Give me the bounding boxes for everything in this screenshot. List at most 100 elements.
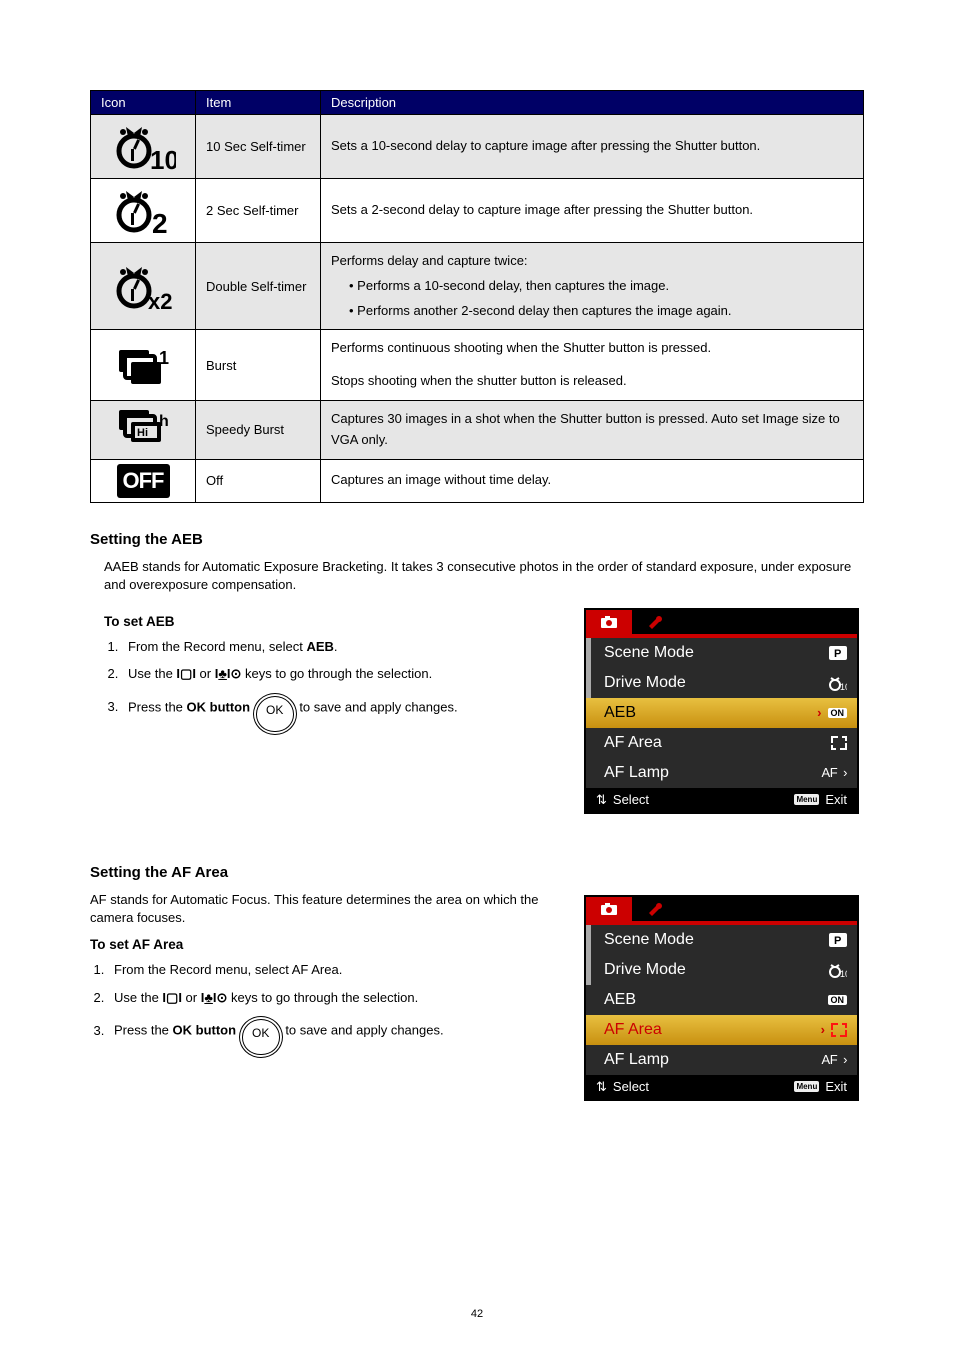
display-key-icon: I▢I — [176, 662, 196, 685]
step: Use the I▢I or I♣I⊙ keys to go through t… — [122, 662, 554, 685]
wrench-tab-icon — [632, 610, 678, 634]
menu-tabs — [586, 897, 857, 925]
col-desc: Description — [321, 91, 864, 115]
off-icon: OFF — [91, 459, 196, 502]
item-label: 2 Sec Self-timer — [196, 179, 321, 243]
af-lamp-icon: AF› — [822, 1052, 847, 1067]
menu-pill: Menu — [794, 1081, 819, 1092]
svg-text:10: 10 — [840, 682, 847, 691]
menu-tabs — [586, 610, 857, 638]
menu-row-drive: Drive Mode10 — [586, 955, 857, 985]
svg-text:x2: x2 — [148, 289, 172, 311]
menu-row-scene: Scene ModeP — [586, 925, 857, 955]
table-row: 1 Burst Performs continuous shooting whe… — [91, 330, 864, 401]
scrollbar-indicator — [586, 925, 591, 985]
desc-bullet: • Performs a 10-second delay, then captu… — [331, 276, 853, 297]
af-brackets-icon — [831, 1023, 847, 1037]
wrench-tab-icon — [632, 897, 678, 921]
menu-footer: ⇅Select MenuExit — [586, 788, 857, 812]
item-desc: Performs continuous shooting when the Sh… — [321, 330, 864, 401]
p-mode-icon: P — [829, 646, 847, 660]
menu-pill: Menu — [794, 794, 819, 805]
camera-tab-icon — [586, 897, 632, 921]
menu-footer: ⇅Select MenuExit — [586, 1075, 857, 1099]
chevron-right-icon: › — [817, 705, 821, 720]
item-label: Speedy Burst — [196, 400, 321, 459]
p-mode-icon: P — [829, 933, 847, 947]
updown-icon: ⇅ — [596, 1079, 607, 1095]
item-desc: Sets a 2-second delay to capture image a… — [321, 179, 864, 243]
menu-row-afarea-selected: AF Area› — [586, 1015, 857, 1045]
scrollbar-indicator — [586, 638, 591, 698]
afarea-intro: AF stands for Automatic Focus. This feat… — [90, 891, 554, 927]
col-item: Item — [196, 91, 321, 115]
menu-row-afarea: AF Area — [586, 728, 857, 758]
table-row: 2 2 Sec Self-timer Sets a 2-second delay… — [91, 179, 864, 243]
item-desc: Performs delay and capture twice: • Perf… — [321, 243, 864, 330]
table-row: x2 Double Self-timer Performs delay and … — [91, 243, 864, 330]
afarea-menu-screenshot: Scene ModeP Drive Mode10 AEBON AF Area› … — [584, 895, 859, 1101]
svg-text:1: 1 — [159, 348, 169, 368]
af-brackets-icon — [831, 736, 847, 750]
svg-text:10: 10 — [150, 145, 176, 171]
timer-10-icon: 10 — [91, 115, 196, 179]
timer-2-icon: 2 — [91, 179, 196, 243]
updown-icon: ⇅ — [596, 792, 607, 808]
aeb-intro: AAEB stands for Automatic Exposure Brack… — [104, 558, 864, 594]
chevron-right-icon: › — [821, 1022, 825, 1037]
macro-key-icon: I♣I⊙ — [201, 986, 228, 1009]
item-label: Burst — [196, 330, 321, 401]
timer-double-icon: x2 — [91, 243, 196, 330]
table-row: 10 10 Sec Self-timer Sets a 10-second de… — [91, 115, 864, 179]
aeb-steps: From the Record menu, select AEB. Use th… — [122, 635, 554, 726]
display-key-icon: I▢I — [162, 986, 182, 1009]
item-label: Double Self-timer — [196, 243, 321, 330]
drive-mode-table: Icon Item Description 10 10 Sec Self-tim… — [90, 90, 864, 503]
step: Press the OK button OK to save and apply… — [108, 1013, 554, 1049]
svg-text:10: 10 — [840, 969, 847, 978]
menu-row-aeb-selected: AEB› ON — [586, 698, 857, 728]
page-number: 42 — [0, 1308, 954, 1320]
af-lamp-icon: AF› — [822, 765, 847, 780]
aeb-menu-screenshot: Scene ModeP Drive Mode10 AEB› ON AF Area… — [584, 608, 859, 814]
svg-text:h: h — [159, 413, 169, 430]
item-desc: Captures an image without time delay. — [321, 459, 864, 502]
afarea-steps: From the Record menu, select AF Area. Us… — [108, 958, 554, 1049]
item-desc: Sets a 10-second delay to capture image … — [321, 115, 864, 179]
table-row: Hih Speedy Burst Captures 30 images in a… — [91, 400, 864, 459]
on-pill: ON — [828, 708, 848, 718]
camera-tab-icon — [586, 610, 632, 634]
step: Use the I▢I or I♣I⊙ keys to go through t… — [108, 986, 554, 1009]
item-desc: Captures 30 images in a shot when the Sh… — [321, 400, 864, 459]
col-icon: Icon — [91, 91, 196, 115]
ok-button-icon: OK — [242, 1019, 280, 1055]
aeb-subhead: To set AEB — [104, 614, 554, 629]
table-row: OFF Off Captures an image without time d… — [91, 459, 864, 502]
menu-row-aeb: AEBON — [586, 985, 857, 1015]
desc-lead: Performs delay and capture twice: — [331, 251, 853, 272]
item-label: 10 Sec Self-timer — [196, 115, 321, 179]
menu-row-scene: Scene ModeP — [586, 638, 857, 668]
ok-button-icon: OK — [256, 696, 294, 732]
macro-key-icon: I♣I⊙ — [215, 662, 242, 685]
menu-row-drive: Drive Mode10 — [586, 668, 857, 698]
on-pill: ON — [828, 995, 848, 1005]
item-label: Off — [196, 459, 321, 502]
step: Press the OK button OK to save and apply… — [122, 690, 554, 726]
afarea-subhead: To set AF Area — [90, 937, 554, 952]
svg-text:P: P — [834, 935, 841, 947]
menu-row-aflamp: AF LampAF› — [586, 758, 857, 788]
timer-icon: 10 — [827, 675, 847, 691]
step: From the Record menu, select AEB. — [122, 635, 554, 658]
svg-text:Hi: Hi — [137, 427, 148, 439]
timer-icon: 10 — [827, 962, 847, 978]
afarea-heading: Setting the AF Area — [90, 864, 864, 881]
desc-bullet: • Performs another 2-second delay then c… — [331, 301, 853, 322]
aeb-heading: Setting the AEB — [90, 531, 864, 548]
speedy-burst-icon: Hih — [91, 400, 196, 459]
svg-text:P: P — [834, 648, 841, 660]
step: From the Record menu, select AF Area. — [108, 958, 554, 981]
burst-icon: 1 — [91, 330, 196, 401]
menu-row-aflamp: AF LampAF› — [586, 1045, 857, 1075]
svg-text:2: 2 — [152, 208, 168, 235]
